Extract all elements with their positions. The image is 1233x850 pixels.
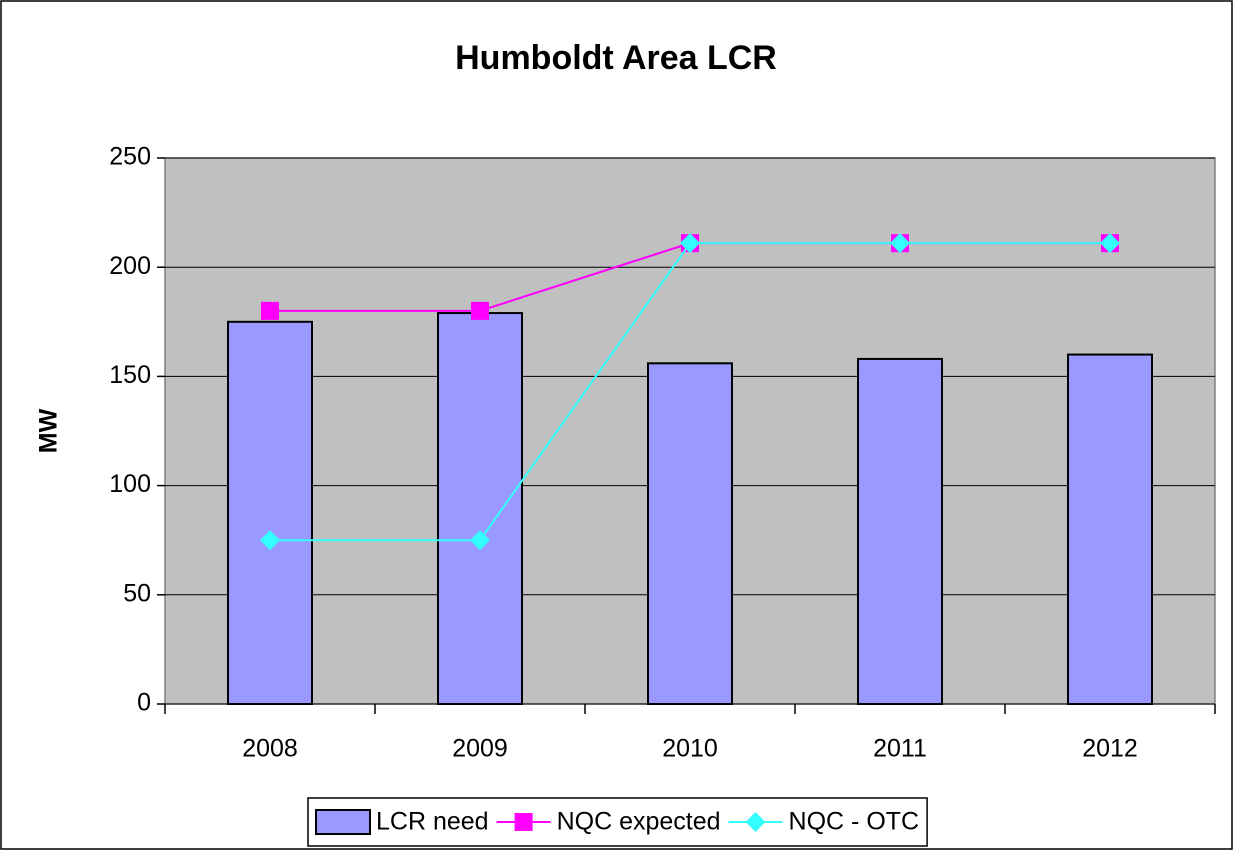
legend <box>307 797 928 847</box>
legend-label: NQC expected <box>557 808 721 836</box>
marker <box>260 530 280 551</box>
bar <box>647 362 733 705</box>
x-tick-label: 2009 <box>452 735 508 763</box>
legend-marker <box>514 813 533 831</box>
bar <box>437 312 523 705</box>
marker <box>261 301 279 320</box>
legend-swatch <box>315 809 371 835</box>
y-tick-label: 150 <box>109 361 151 389</box>
marker <box>890 233 910 254</box>
x-tick-label: 2012 <box>1082 735 1138 763</box>
y-tick-label: 50 <box>123 579 151 607</box>
y-tick-label: 100 <box>109 470 151 498</box>
legend-label: NQC - OTC <box>789 808 920 836</box>
marker <box>471 301 489 320</box>
x-tick-label: 2008 <box>242 735 298 763</box>
x-tick-label: 2011 <box>873 735 927 763</box>
y-tick-label: 250 <box>109 143 151 171</box>
legend-label: LCR need <box>376 808 489 836</box>
bar <box>1067 353 1153 705</box>
marker <box>680 233 700 254</box>
legend-marker <box>745 812 766 832</box>
y-tick-label: 200 <box>109 252 151 280</box>
y-axis-label: MW <box>35 408 63 453</box>
chart-title: Humboldt Area LCR <box>455 39 777 77</box>
x-tick-label: 2010 <box>662 735 718 763</box>
marker <box>1100 233 1120 254</box>
bar <box>227 320 313 705</box>
y-tick-label: 0 <box>137 689 151 717</box>
bar <box>857 357 943 705</box>
marker <box>470 530 490 551</box>
